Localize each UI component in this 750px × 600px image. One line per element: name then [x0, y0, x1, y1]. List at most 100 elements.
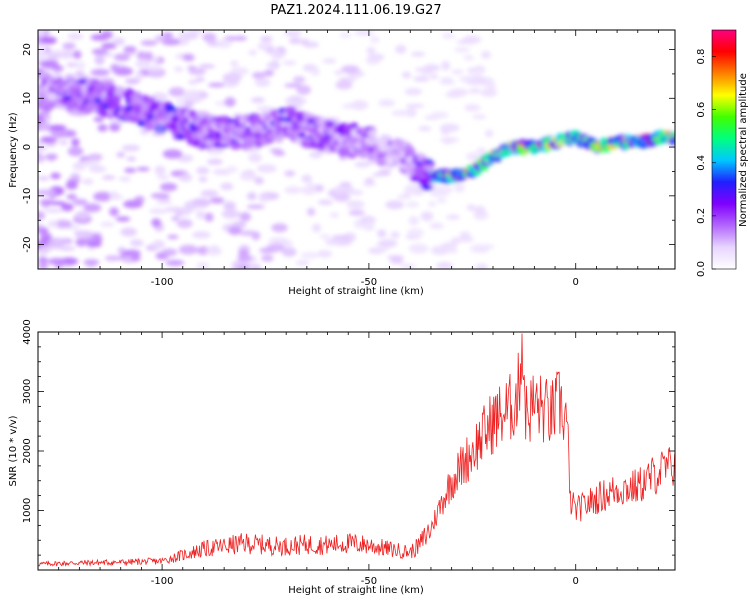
heatmap-noise-cell [177, 31, 198, 37]
heatmap-ridge-cell [75, 86, 82, 95]
heatmap-noise-cell [38, 263, 49, 269]
colorbar-tick-label: 0.6 [696, 102, 707, 118]
heatmap-noise-cell [59, 140, 68, 145]
heatmap-noise-cell [365, 57, 381, 65]
heatmap-noise-cell [38, 146, 48, 151]
heatmap-noise-cell [74, 71, 85, 76]
heatmap-noise-cell [441, 60, 451, 71]
heatmap-noise-cell [429, 222, 444, 230]
heatmap-noise-cell [454, 47, 470, 53]
snr-xlabel: Height of straight line (km) [288, 585, 424, 596]
heatmap-noise-cell [271, 223, 288, 233]
heatmap-noise-cell [470, 244, 486, 253]
heatmap-noise-cell [151, 218, 162, 228]
y-tick-label: -10 [22, 188, 33, 204]
heatmap-noise-cell [372, 172, 383, 177]
heatmap-noise-cell [49, 124, 67, 131]
heatmap-noise-cell [40, 36, 57, 45]
heatmap-noise-cell [346, 200, 365, 209]
heatmap-ridge-cell [63, 95, 73, 102]
heatmap-noise-cell [248, 49, 257, 56]
heatmap-noise-cell [237, 265, 249, 269]
heatmap-noise-cell [140, 40, 158, 46]
heatmap-noise-cell [306, 182, 315, 192]
heatmap-noise-cell [202, 32, 217, 42]
heatmap-noise-cell [293, 76, 306, 84]
heatmap-noise-cell [248, 153, 262, 163]
heatmap-noise-cell [289, 95, 303, 103]
heatmap-noise-cell [393, 110, 411, 117]
heatmap-noise-cell [167, 234, 179, 240]
heatmap-noise-cell [93, 117, 104, 122]
colorbar-frame [711, 29, 737, 270]
y-tick-label: 0 [22, 144, 33, 150]
heatmap-noise-cell [81, 178, 94, 185]
heatmap-noise-cell [339, 32, 352, 38]
heatmap-noise-cell [473, 205, 486, 215]
heatmap-noise-cell [413, 75, 430, 82]
heatmap-noise-cell [319, 234, 331, 239]
heatmap-noise-cell [463, 55, 475, 60]
heatmap-noise-cell [194, 110, 210, 118]
heatmap-noise-cell [44, 208, 63, 213]
heatmap-noise-cell [263, 69, 274, 77]
heatmap-noise-cell [47, 153, 56, 162]
heatmap-noise-cell [94, 55, 105, 66]
heatmap-noise-cell [72, 198, 88, 206]
heatmap-noise-cell [196, 210, 206, 220]
heatmap-noise-cell [83, 203, 102, 213]
heatmap-noise-cell [233, 35, 248, 41]
heatmap-noise-cell [251, 72, 266, 79]
heatmap-noise-cell [430, 74, 439, 80]
heatmap-noise-cell [250, 97, 266, 103]
heatmap-noise-cell [58, 246, 76, 251]
heatmap-noise-cell [403, 186, 412, 197]
heatmap-noise-cell [348, 209, 365, 216]
snr-ylabel: SNR (10 * v/v) [8, 415, 19, 486]
heatmap-noise-cell [104, 255, 121, 262]
heatmap-noise-cell [441, 32, 455, 39]
heatmap-noise-cell [144, 51, 153, 61]
heatmap-noise-cell [481, 50, 491, 59]
x-tick-label: -100 [151, 576, 174, 587]
heatmap-noise-cell [152, 239, 166, 250]
heatmap-noise-cell [38, 47, 46, 53]
heatmap-noise-cell [43, 137, 58, 143]
heatmap-noise-cell [66, 62, 78, 68]
heatmap-noise-cell [129, 239, 144, 247]
x-tick-label: 0 [573, 277, 579, 288]
heatmap-noise-cell [87, 153, 103, 161]
heatmap-noise-cell [404, 88, 422, 96]
heatmap-noise-cell [342, 103, 356, 109]
heatmap-noise-cell [270, 49, 286, 60]
heatmap-noise-cell [436, 198, 447, 203]
heatmap-noise-cell [368, 247, 384, 255]
y-tick-label: 4000 [22, 319, 33, 344]
heatmap-noise-cell [38, 199, 56, 204]
heatmap-noise-cell [67, 32, 84, 41]
heatmap-noise-cell [124, 167, 137, 174]
heatmap-noise-cell [475, 263, 488, 269]
heatmap-noise-cell [254, 176, 264, 185]
heatmap-noise-cell [61, 203, 74, 212]
heatmap-noise-cell [430, 111, 449, 119]
heatmap-noise-cell [47, 237, 66, 248]
heatmap-noise-cell [154, 165, 166, 176]
heatmap-noise-cell [366, 47, 376, 55]
heatmap-noise-cell [411, 51, 426, 57]
heatmap-noise-cell [38, 256, 48, 264]
heatmap-noise-cell [329, 212, 339, 218]
heatmap-noise-cell [188, 68, 206, 75]
x-tick-label: -100 [151, 277, 174, 288]
y-tick-label: -20 [22, 236, 33, 252]
heatmap-noise-cell [466, 152, 481, 162]
heatmap-ridge-cell [66, 99, 78, 108]
heatmap-noise-cell [338, 77, 357, 82]
heatmap-noise-cell [228, 226, 242, 236]
heatmap-noise-cell [435, 185, 454, 194]
heatmap-noise-cell [182, 53, 195, 62]
heatmap-noise-cell [38, 142, 45, 147]
heatmap-noise-cell [126, 156, 136, 162]
heatmap-noise-cell [284, 170, 296, 177]
